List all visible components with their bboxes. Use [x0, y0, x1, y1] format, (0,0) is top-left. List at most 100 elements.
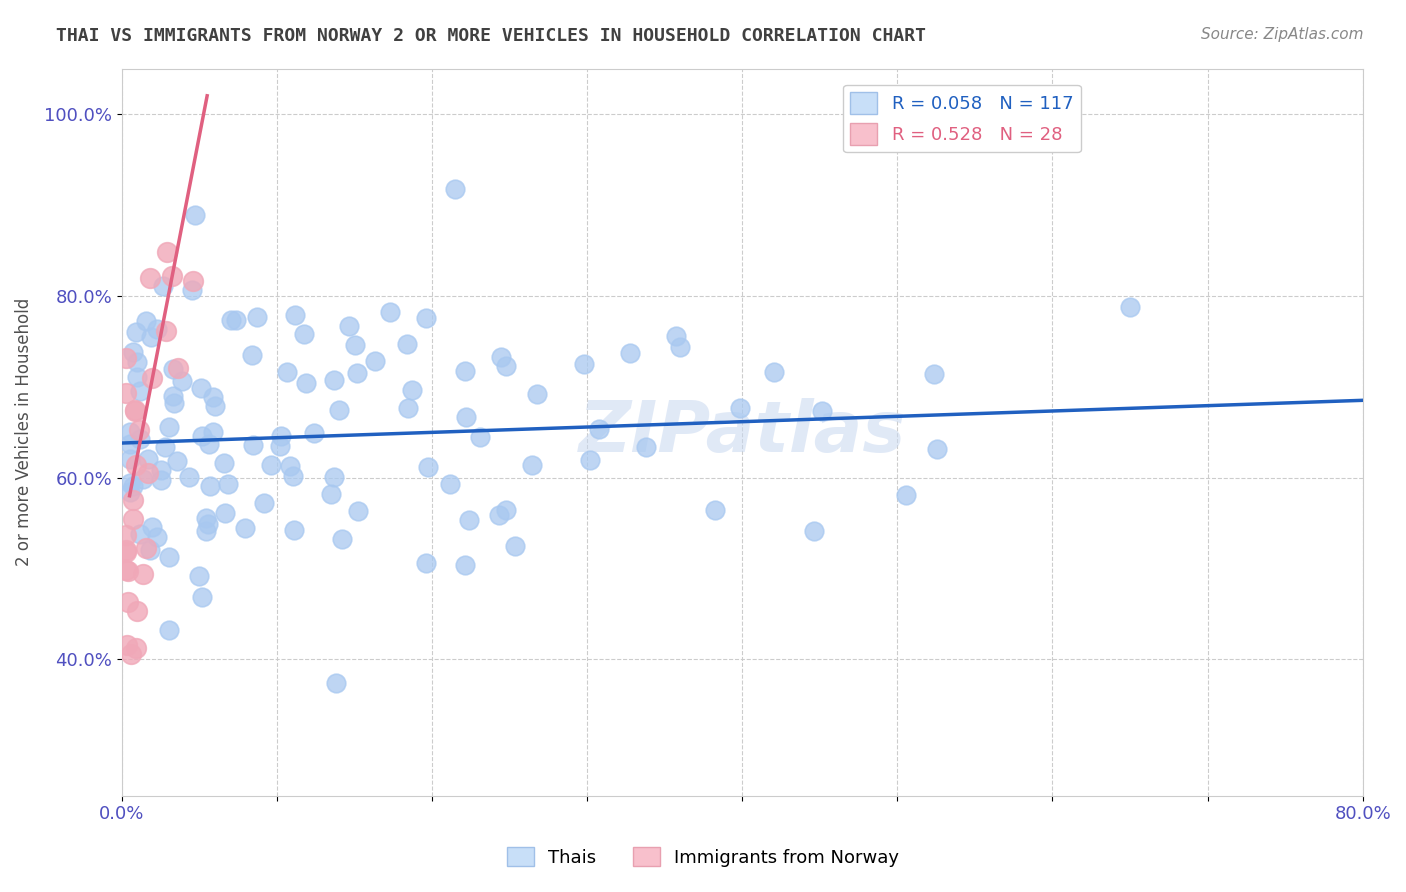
- Point: [118, 451, 141, 466]
- Point: [619, 345, 641, 359]
- Point: [132, 567, 155, 582]
- Point: [396, 401, 419, 415]
- Point: [121, 345, 143, 359]
- Point: [276, 365, 298, 379]
- Point: [443, 182, 465, 196]
- Point: [163, 395, 186, 409]
- Point: [125, 325, 148, 339]
- Point: [118, 436, 141, 450]
- Point: [115, 351, 138, 365]
- Point: [458, 513, 481, 527]
- Point: [118, 425, 141, 439]
- Point: [115, 527, 138, 541]
- Point: [225, 313, 247, 327]
- Point: [246, 310, 269, 324]
- Point: [138, 452, 160, 467]
- Point: [115, 638, 138, 652]
- Point: [925, 442, 948, 457]
- Point: [132, 473, 155, 487]
- Point: [214, 506, 236, 520]
- Point: [811, 403, 834, 417]
- Point: [665, 329, 688, 343]
- Point: [128, 527, 150, 541]
- Point: [146, 321, 169, 335]
- Point: [187, 569, 209, 583]
- Point: [292, 326, 315, 341]
- Point: [125, 604, 148, 618]
- Point: [124, 404, 146, 418]
- Point: [195, 511, 218, 525]
- Point: [278, 459, 301, 474]
- Point: [219, 312, 242, 326]
- Point: [118, 485, 141, 500]
- Point: [634, 440, 657, 454]
- Point: [894, 487, 917, 501]
- Point: [323, 373, 346, 387]
- Point: [197, 516, 219, 531]
- Point: [283, 523, 305, 537]
- Point: [415, 311, 437, 326]
- Point: [122, 512, 145, 526]
- Point: [418, 459, 440, 474]
- Point: [155, 440, 177, 454]
- Point: [122, 479, 145, 493]
- Point: [177, 470, 200, 484]
- Point: [141, 330, 163, 344]
- Point: [127, 370, 149, 384]
- Point: [363, 353, 385, 368]
- Point: [522, 458, 544, 472]
- Point: [157, 419, 180, 434]
- Point: [195, 524, 218, 538]
- Point: [141, 520, 163, 534]
- Point: [378, 305, 401, 319]
- Point: [124, 458, 146, 472]
- Point: [184, 208, 207, 222]
- Point: [347, 504, 370, 518]
- Point: [152, 279, 174, 293]
- Legend: Thais, Immigrants from Norway: Thais, Immigrants from Norway: [499, 840, 907, 874]
- Point: [180, 284, 202, 298]
- Point: [191, 429, 214, 443]
- Point: [495, 359, 517, 373]
- Point: [1119, 300, 1142, 314]
- Point: [135, 541, 157, 556]
- Point: [259, 458, 281, 472]
- Point: [150, 473, 173, 487]
- Point: [669, 340, 692, 354]
- Point: [162, 389, 184, 403]
- Point: [160, 269, 183, 284]
- Point: [204, 400, 226, 414]
- Point: [328, 403, 350, 417]
- Point: [198, 479, 221, 493]
- Point: [115, 386, 138, 401]
- Point: [120, 647, 142, 661]
- Point: [162, 362, 184, 376]
- Point: [578, 453, 600, 467]
- Point: [118, 476, 141, 491]
- Point: [401, 383, 423, 397]
- Point: [115, 545, 138, 559]
- Point: [454, 363, 477, 377]
- Point: [115, 563, 138, 577]
- Point: [526, 387, 548, 401]
- Point: [295, 376, 318, 391]
- Point: [270, 429, 292, 443]
- Point: [191, 591, 214, 605]
- Point: [129, 432, 152, 446]
- Point: [172, 375, 194, 389]
- Y-axis label: 2 or more Vehicles in Household: 2 or more Vehicles in Household: [15, 298, 32, 566]
- Point: [488, 508, 510, 523]
- Legend: R = 0.058   N = 117, R = 0.528   N = 28: R = 0.058 N = 117, R = 0.528 N = 28: [844, 85, 1081, 153]
- Point: [125, 641, 148, 656]
- Point: [181, 273, 204, 287]
- Point: [344, 337, 367, 351]
- Point: [704, 503, 727, 517]
- Point: [284, 308, 307, 322]
- Point: [489, 350, 512, 364]
- Point: [117, 595, 139, 609]
- Point: [141, 371, 163, 385]
- Point: [924, 368, 946, 382]
- Point: [197, 437, 219, 451]
- Text: Source: ZipAtlas.com: Source: ZipAtlas.com: [1201, 27, 1364, 42]
- Point: [155, 324, 177, 338]
